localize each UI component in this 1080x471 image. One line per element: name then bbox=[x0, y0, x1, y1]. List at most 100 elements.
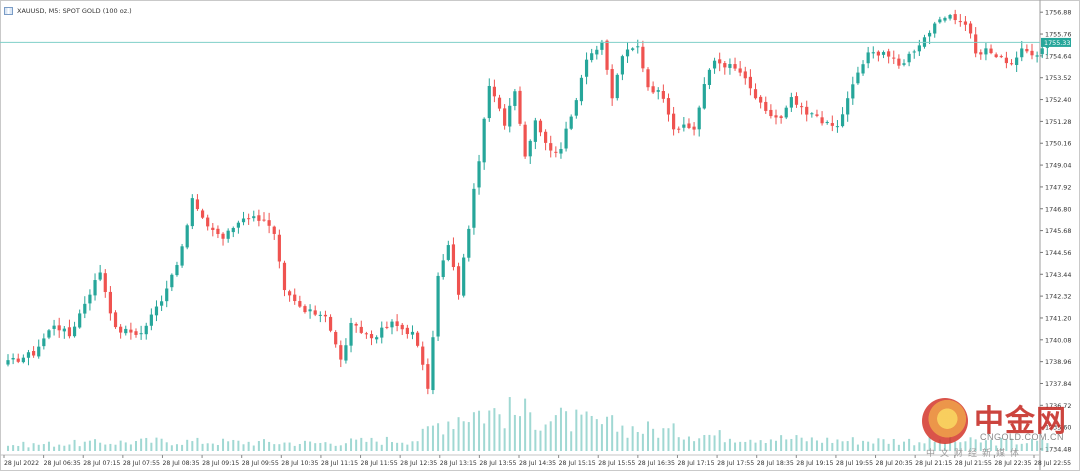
volume-bar bbox=[1000, 438, 1003, 451]
volume-bar bbox=[836, 439, 839, 451]
candle-body bbox=[979, 52, 983, 55]
time-tick-label: 28 Jul 19:55 bbox=[836, 460, 873, 467]
price-tick-label: 1747.92 bbox=[1045, 183, 1071, 191]
candle-body bbox=[692, 126, 696, 130]
candle-body bbox=[917, 45, 921, 52]
volume-bar bbox=[600, 424, 603, 451]
volume-bar bbox=[431, 425, 434, 451]
candle-body bbox=[144, 325, 148, 335]
volume-bar bbox=[242, 444, 245, 451]
price-tick-label: 1745.68 bbox=[1045, 227, 1071, 235]
volume-bar bbox=[641, 433, 644, 451]
candle-body bbox=[277, 234, 281, 262]
candle-body bbox=[26, 352, 31, 358]
candle-body bbox=[938, 19, 942, 23]
time-tick-label: 28 Jul 11:55 bbox=[361, 460, 398, 467]
volume-bar bbox=[723, 442, 726, 451]
candle-body bbox=[779, 116, 783, 119]
candle-body bbox=[958, 21, 962, 23]
candle-body bbox=[354, 323, 358, 326]
candle-body bbox=[595, 49, 599, 55]
volume-bar bbox=[283, 442, 286, 451]
time-tick-label: 28 Jul 2022 bbox=[4, 460, 39, 467]
time-tick-label: 28 Jul 22:35 bbox=[994, 460, 1031, 467]
volume-bar bbox=[831, 442, 834, 451]
candle-body bbox=[47, 330, 51, 338]
volume-bar bbox=[862, 440, 865, 451]
time-tick-label: 28 Jul 11:15 bbox=[321, 460, 358, 467]
volume-bar bbox=[324, 442, 327, 451]
candle-body bbox=[139, 333, 143, 335]
candle-body bbox=[856, 72, 860, 84]
candle-body bbox=[456, 266, 461, 295]
candle-body bbox=[221, 233, 225, 239]
candle-body bbox=[948, 14, 952, 19]
candle-body bbox=[21, 357, 25, 363]
volume-bar bbox=[391, 442, 393, 451]
candle-body bbox=[631, 48, 635, 50]
volume-bar bbox=[160, 438, 163, 451]
candle-body bbox=[492, 86, 496, 97]
volume-bar bbox=[616, 431, 619, 451]
volume-bar bbox=[974, 439, 977, 451]
candle-body bbox=[236, 222, 240, 228]
candle-body bbox=[728, 64, 732, 68]
volume-bar bbox=[334, 445, 337, 451]
volume-bar bbox=[129, 444, 132, 451]
candle-body bbox=[231, 227, 235, 233]
candle-body bbox=[774, 115, 778, 118]
candle-body bbox=[800, 106, 804, 108]
candle-body bbox=[887, 51, 891, 57]
price-tick-label: 1734.48 bbox=[1045, 446, 1071, 454]
candle-body bbox=[441, 260, 445, 278]
volume-bar bbox=[1031, 438, 1033, 451]
volume-bar bbox=[227, 441, 230, 451]
candle-body bbox=[497, 97, 502, 109]
volume-bar bbox=[278, 444, 281, 451]
price-tick-label: 1751.28 bbox=[1045, 118, 1071, 126]
time-tick-label: 28 Jul 09:15 bbox=[202, 460, 239, 467]
volume-bar bbox=[575, 409, 578, 451]
candle-body bbox=[318, 314, 322, 316]
volume-bar bbox=[611, 415, 614, 451]
price-tick-label: 1735.60 bbox=[1045, 424, 1071, 432]
volume-bar bbox=[237, 440, 240, 451]
candle-body bbox=[129, 329, 133, 333]
candle-body bbox=[928, 32, 932, 37]
volume-bar bbox=[63, 445, 66, 451]
candle-body bbox=[518, 90, 522, 124]
volume-bar bbox=[216, 444, 219, 451]
candle-body bbox=[963, 21, 968, 25]
candle-body bbox=[462, 257, 466, 296]
volume-bar bbox=[795, 435, 798, 451]
volume-bar bbox=[488, 410, 491, 451]
candle-body bbox=[1030, 50, 1034, 56]
volume-bar bbox=[759, 440, 762, 451]
volume-bar bbox=[462, 421, 465, 451]
candle-body bbox=[416, 332, 420, 346]
volume-bar bbox=[145, 437, 148, 451]
volume-bar bbox=[580, 414, 583, 451]
volume-bar bbox=[826, 437, 829, 451]
candle-body bbox=[395, 321, 399, 326]
volume-bar bbox=[22, 441, 25, 451]
candle-body bbox=[170, 274, 174, 288]
candle-body bbox=[851, 84, 855, 99]
volume-bar bbox=[800, 437, 803, 451]
volume-bar bbox=[94, 439, 97, 451]
time-tick-label: 28 Jul 14:35 bbox=[519, 460, 556, 467]
candle-body bbox=[656, 90, 660, 92]
volume-bar bbox=[554, 415, 557, 451]
candle-body bbox=[600, 41, 604, 50]
volume-bar bbox=[309, 441, 312, 451]
candle-body bbox=[195, 199, 200, 210]
price-tick-label: 1756.88 bbox=[1045, 9, 1071, 17]
candle-body bbox=[446, 245, 450, 260]
volume-bar bbox=[764, 443, 767, 451]
volume-bar bbox=[549, 421, 552, 451]
candle-body bbox=[569, 116, 573, 129]
volume-bar bbox=[805, 441, 808, 451]
volume-bar bbox=[539, 430, 542, 451]
candle-body bbox=[1004, 57, 1008, 64]
